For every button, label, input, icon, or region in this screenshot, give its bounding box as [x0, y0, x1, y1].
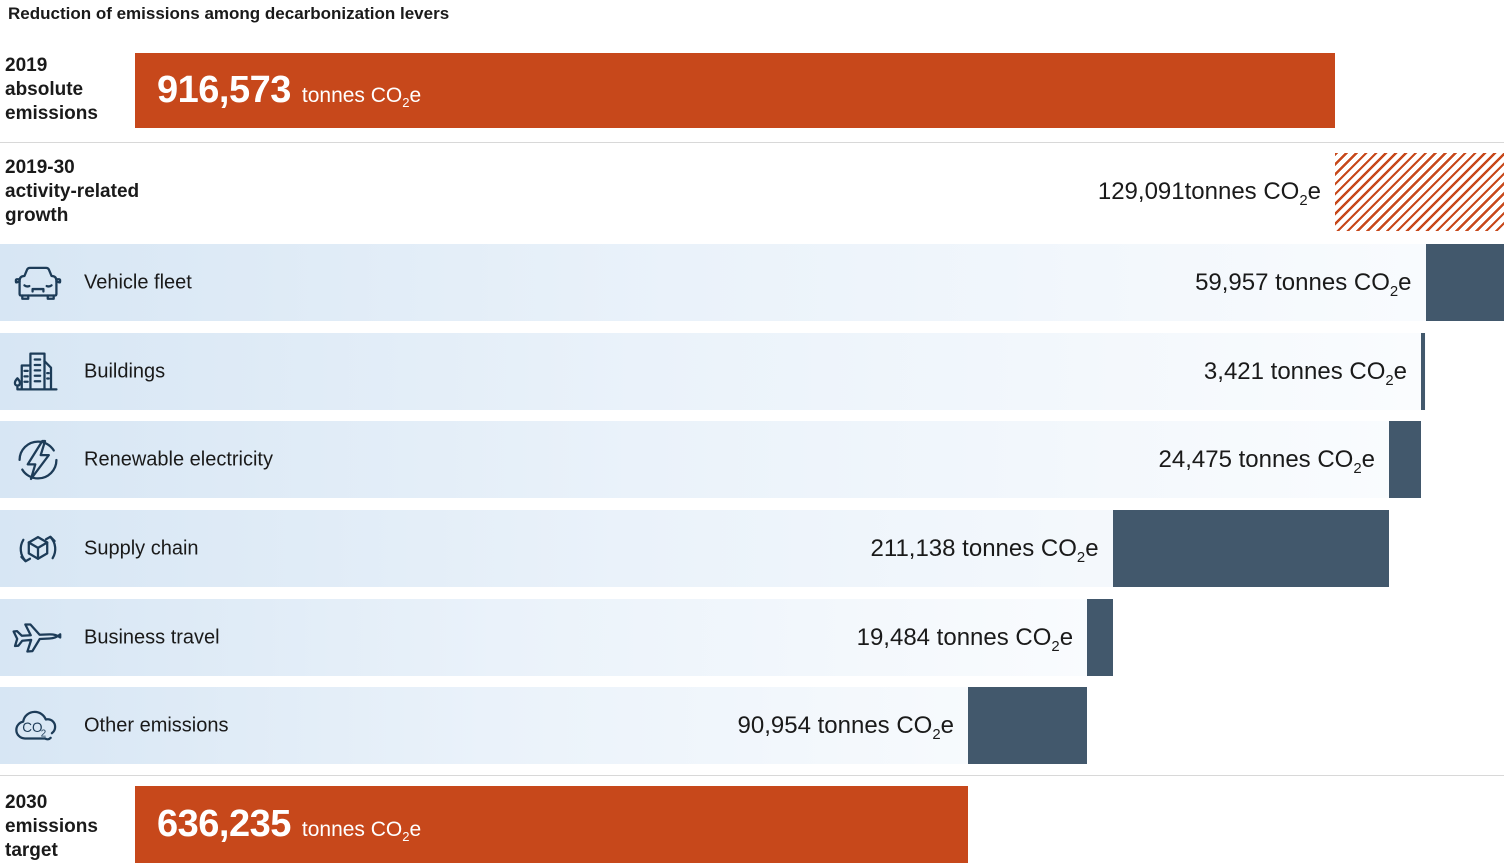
lever-label: Buildings	[84, 360, 166, 382]
buildings-icon	[12, 346, 64, 398]
airplane-icon	[12, 612, 64, 664]
lever-row-band	[0, 599, 1113, 676]
lever-row: Business travel 19,484 tonnes CO2e	[0, 599, 1504, 676]
unit-label: tonnes CO2e	[955, 534, 1099, 566]
baseline-label: 2019 absolute emissions	[5, 55, 98, 124]
separator	[0, 142, 1504, 143]
lever-bar	[1087, 599, 1113, 676]
target-label: 2030 emissions target	[5, 792, 98, 861]
baseline-bar: 916,573 tonnes CO2e	[135, 53, 1335, 128]
unit-label: tonnes CO2e	[301, 84, 422, 111]
svg-text:CO: CO	[22, 719, 42, 734]
lever-value: 211,138 tonnes CO2e	[870, 534, 1099, 566]
lever-label: Other emissions	[84, 714, 229, 736]
svg-text:2: 2	[41, 728, 46, 739]
unit-label: tonnes CO2e	[1231, 445, 1375, 477]
lever-row: Buildings 3,421 tonnes CO2e	[0, 333, 1504, 410]
lever-bar	[1421, 333, 1426, 410]
lever-row: Vehicle fleet 59,957 tonnes CO2e	[0, 244, 1504, 321]
lever-row: CO 2 Other emissions 90,954 tonnes CO2e	[0, 687, 1504, 764]
unit-label: tonnes CO2e	[301, 818, 422, 845]
lever-bar	[1425, 244, 1504, 321]
lever-value: 90,954 tonnes CO2e	[737, 711, 954, 743]
separator	[0, 775, 1504, 776]
lever-value: 19,484 tonnes CO2e	[856, 623, 1074, 655]
lever-label: Business travel	[84, 626, 220, 648]
unit-label: tonnes CO2e	[1184, 178, 1321, 209]
lever-value: 59,957 tonnes CO2e	[1195, 268, 1412, 300]
growth-hatched-bar	[1334, 153, 1504, 231]
lever-bar	[967, 687, 1088, 764]
growth-value: 129,091 tonnes CO2e	[1097, 178, 1321, 209]
unit-label: tonnes CO2e	[810, 711, 954, 743]
target-bar: 636,235 tonnes CO2e	[135, 786, 968, 863]
lever-bar	[1112, 510, 1389, 587]
lever-value: 3,421 tonnes CO2e	[1203, 357, 1408, 389]
lever-row-band	[0, 421, 1422, 498]
co2-cloud-icon: CO 2	[12, 700, 64, 752]
lever-label: Supply chain	[84, 537, 199, 559]
chart-title: Reduction of emissions among decarboniza…	[8, 4, 450, 23]
lever-label: Renewable electricity	[84, 448, 273, 470]
lever-row: Supply chain 211,138 tonnes CO2e	[0, 510, 1504, 587]
lever-value: 24,475 tonnes CO2e	[1158, 445, 1375, 477]
supply-chain-icon	[12, 523, 64, 575]
lever-row-band	[0, 244, 1504, 321]
lever-bar	[1388, 421, 1421, 498]
target-value: 636,235	[157, 803, 291, 845]
lever-row-band	[0, 687, 1088, 764]
car-icon	[12, 257, 64, 309]
lightning-icon	[12, 434, 64, 486]
unit-label: tonnes CO2e	[930, 623, 1074, 655]
lever-label: Vehicle fleet	[84, 271, 192, 293]
baseline-value: 916,573	[157, 69, 291, 111]
lever-row: Renewable electricity 24,475 tonnes CO2e	[0, 421, 1504, 498]
unit-label: tonnes CO2e	[1263, 357, 1408, 389]
unit-label: tonnes CO2e	[1268, 268, 1412, 300]
lever-row-band	[0, 333, 1426, 410]
growth-label: 2019-30 activity-related growth	[5, 157, 140, 226]
